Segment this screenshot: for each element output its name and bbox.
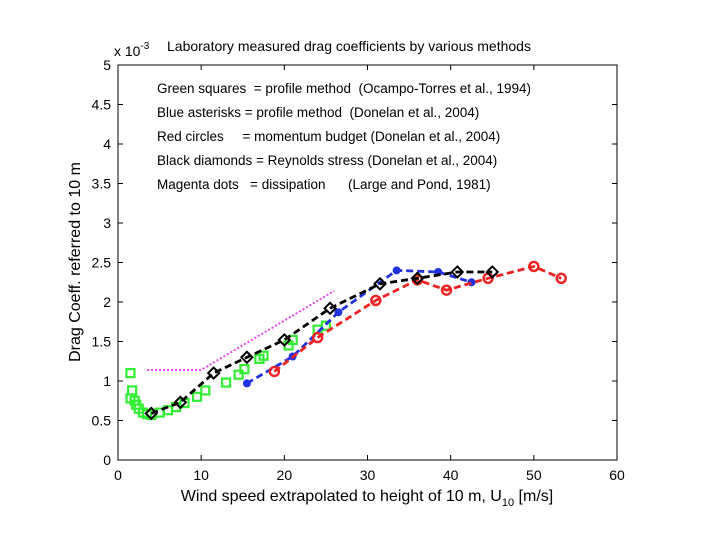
data-point — [370, 294, 382, 307]
y-tick-label: 3 — [103, 215, 111, 231]
series-line — [147, 290, 335, 371]
x-tick-label: 30 — [360, 467, 376, 483]
y-tick-label: 5 — [103, 57, 111, 73]
legend-entry: Green squares = profile method (Ocampo-T… — [157, 81, 531, 96]
data-point — [392, 266, 401, 275]
y-tick-label: 4.5 — [92, 97, 112, 113]
y-tick-label: 3.5 — [92, 176, 112, 192]
data-point — [200, 385, 211, 396]
legend-entry: Magenta dots = dissipation (Large and Po… — [157, 177, 491, 192]
data-point — [440, 284, 453, 296]
legend: Green squares = profile method (Ocampo-T… — [157, 81, 531, 192]
x-tick-label: 50 — [526, 467, 542, 483]
data-point — [191, 391, 203, 402]
data-point — [144, 406, 159, 421]
y-tick-label: 4 — [103, 136, 111, 152]
data-point — [311, 331, 324, 344]
x-tick-label: 0 — [114, 467, 122, 483]
y-tick-label: 0.5 — [92, 413, 112, 429]
axes-frame — [117, 64, 618, 461]
y-multiplier-base: x 10 — [114, 43, 141, 59]
data-point — [239, 364, 250, 375]
legend-entry: Black diamonds = Reynolds stress (Donela… — [157, 153, 497, 168]
y-axis-label: Drag Coeff. referred to 10 m — [67, 162, 84, 362]
y-multiplier-exponent: -3 — [140, 41, 149, 52]
y-tick-label: 1 — [103, 373, 111, 389]
data-point — [221, 377, 232, 388]
x-tick-label: 60 — [609, 467, 625, 483]
y-tick-label: 2.5 — [92, 255, 112, 271]
series-line — [246, 268, 472, 385]
data-point — [127, 385, 138, 396]
data-point — [258, 350, 269, 361]
data-point — [320, 320, 332, 331]
x-tick-label: 10 — [193, 467, 209, 483]
data-point — [373, 276, 387, 291]
x-tick-label: 20 — [277, 467, 293, 483]
x-axis-label-units: [m/s] — [514, 488, 553, 505]
x-axis-label: Wind speed extrapolated to height of 10 … — [181, 488, 553, 509]
data-point — [125, 368, 136, 379]
x-axis-label-main: Wind speed extrapolated to height of 10 … — [181, 488, 502, 505]
legend-entry: Red circles = momentum budget (Donelan e… — [157, 129, 500, 144]
data-point — [239, 350, 254, 365]
data-point — [323, 301, 337, 316]
chart-title: Laboratory measured drag coefficients by… — [167, 38, 531, 54]
x-tick-label: 40 — [443, 467, 459, 483]
legend-entry: Blue asterisks = profile method (Donelan… — [157, 105, 479, 120]
y-tick-label: 2 — [103, 294, 111, 310]
data-point — [173, 395, 188, 410]
data-point — [268, 365, 281, 378]
y-tick-label: 0 — [103, 452, 111, 468]
data-point — [233, 369, 244, 380]
y-axis-multiplier: x 10-3 — [114, 41, 150, 59]
data-point — [485, 265, 500, 279]
y-tick-label: 1.5 — [92, 334, 112, 350]
data-point — [450, 265, 465, 279]
x-axis-label-subscript: 10 — [502, 497, 514, 509]
data-point — [206, 366, 221, 381]
data-point — [334, 308, 343, 317]
data-point — [528, 260, 540, 273]
series-line — [273, 264, 562, 373]
series-line — [150, 270, 493, 415]
data-point — [242, 379, 251, 388]
data-point — [410, 271, 425, 286]
data-point — [555, 272, 567, 284]
data-point — [277, 333, 292, 347]
